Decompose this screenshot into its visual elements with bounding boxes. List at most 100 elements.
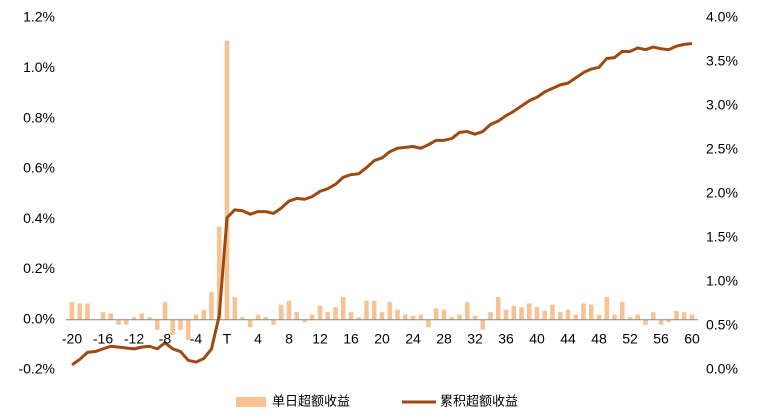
y2-tick-label: 0.5% [706,317,738,333]
bar [325,312,331,320]
bar [480,319,486,330]
bar [309,314,315,320]
bar [674,310,679,320]
bar [658,319,664,325]
x-tick-label: 16 [343,330,359,346]
bar [689,314,695,320]
bar [387,302,393,320]
bar [426,319,431,328]
bar [224,40,230,320]
bar [526,303,532,320]
legend-label: 累积超额收益 [440,393,518,408]
bar [565,309,571,320]
bar [433,308,439,320]
x-tick-label: 4 [254,330,262,346]
x-tick-label: 12 [312,330,328,346]
bar [286,300,292,320]
bar [588,304,594,320]
bar [495,297,501,320]
x-tick-label: 20 [374,330,390,346]
bar [503,309,509,320]
y-tick-label: 0.8% [23,109,55,125]
y2-tick-label: 4.0% [706,9,738,25]
bar [263,317,269,320]
bar [488,312,493,320]
y-tick-label: 1.0% [23,59,55,75]
bar [216,226,222,320]
bar [317,305,323,320]
y2-tick-label: 2.5% [706,141,738,157]
bar [472,315,478,320]
bar [650,312,656,320]
x-tick-label: 44 [560,330,576,346]
y-tick-label: 0.6% [23,160,55,176]
bar [519,307,524,320]
bar [449,317,455,320]
bar [627,317,633,320]
y2-tick-label: 3.0% [706,97,738,113]
x-tick-label: -12 [124,330,144,346]
x-tick-label: 36 [498,330,514,346]
x-tick-label: 28 [436,330,452,346]
bar [69,302,75,320]
bar [302,319,307,323]
bar [170,319,176,335]
legend-label: 单日超额收益 [272,393,350,408]
bar [635,314,641,320]
bar [240,317,245,320]
x-tick-label: 48 [591,330,607,346]
bar [441,309,447,320]
bar [333,307,338,320]
bar [278,304,284,320]
bar [410,315,416,320]
x-tick-label: -16 [93,330,113,346]
x-tick-label: -20 [62,330,82,346]
bar [193,314,199,320]
bar [364,300,369,320]
bar [178,319,183,330]
bar [108,313,114,320]
y2-tick-label: 1.5% [706,229,738,245]
bar [542,310,548,320]
bar [557,312,563,320]
x-tick-label: 40 [529,330,545,346]
bar [573,314,579,320]
bar [139,313,145,320]
bar [550,304,555,320]
bar [116,319,121,325]
bar [294,312,300,320]
y-tick-label: -0.2% [18,361,55,377]
bar [395,309,400,320]
line [71,42,693,366]
bar [348,312,354,320]
bar [356,317,362,320]
bar [100,312,106,320]
y-tick-label: 0.2% [23,260,55,276]
bar [534,307,540,320]
x-tick-label: 8 [285,330,293,346]
bar [604,297,610,320]
bar [201,309,207,320]
bar [418,314,424,320]
bar [77,303,83,320]
bar [457,314,462,320]
y2-tick-label: 0.0% [706,361,738,377]
bar [643,319,648,325]
bar [511,305,517,320]
bar [340,297,346,320]
bar [255,314,261,320]
bar [612,314,617,320]
y2-tick-label: 2.0% [706,185,738,201]
bar [271,319,276,325]
bar [596,314,602,320]
bar [232,297,238,320]
bar [681,312,687,320]
bar [402,314,408,320]
y-tick-label: 0.4% [23,210,55,226]
x-tick-label: 60 [684,330,700,346]
bar [185,319,191,340]
bar [131,317,137,320]
bar [123,319,129,325]
bar [371,300,377,320]
